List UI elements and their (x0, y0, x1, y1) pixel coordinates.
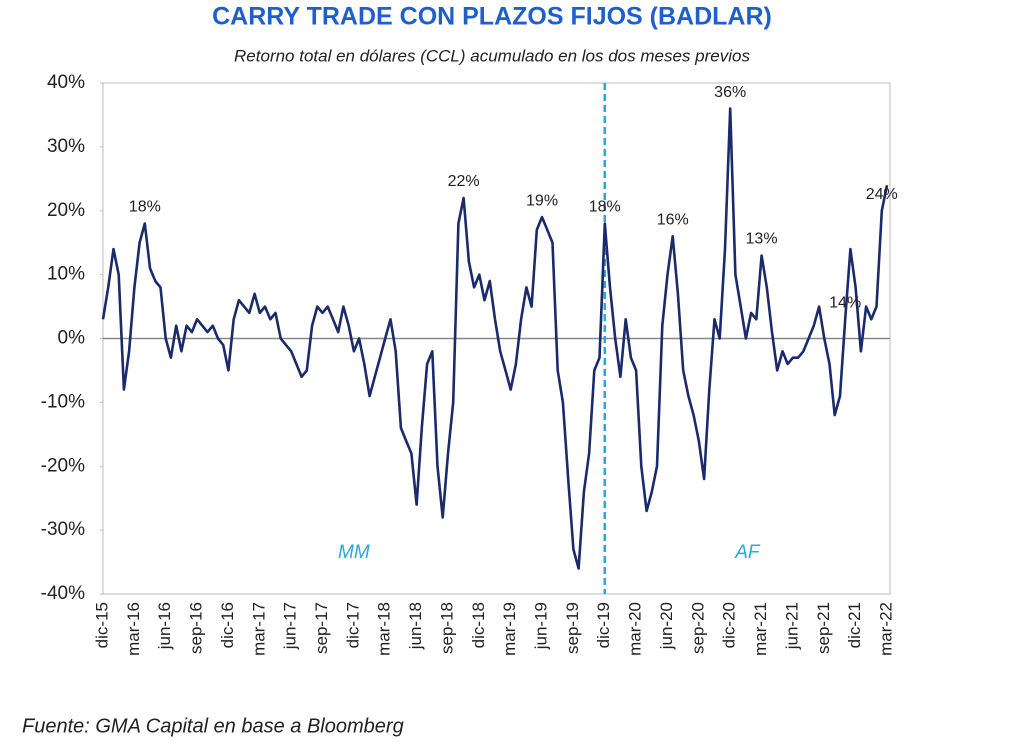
source-note: Fuente: GMA Capital en base a Bloomberg (22, 715, 404, 737)
data-label: 36% (714, 84, 746, 101)
y-tick-label: 10% (47, 264, 85, 285)
x-tick-label: mar-16 (124, 602, 143, 656)
region-label: AF (734, 542, 761, 563)
chart-title: CARRY TRADE CON PLAZOS FIJOS (BADLAR) (212, 3, 772, 31)
data-label: 16% (657, 212, 689, 229)
x-tick-label: mar-18 (375, 602, 394, 656)
y-tick-label: -40% (41, 583, 85, 604)
data-label: 14% (829, 295, 861, 312)
x-tick-label: jun-19 (532, 602, 551, 650)
x-tick-label: dic-19 (594, 602, 613, 648)
chart-subtitle: Retorno total en dólares (CCL) acumulado… (234, 46, 750, 65)
data-label: 13% (746, 231, 778, 248)
x-tick-label: mar-21 (751, 602, 770, 656)
x-tick-label: dic-18 (469, 602, 488, 648)
x-tick-label: sep-17 (312, 602, 331, 654)
x-tick-label: jun-18 (406, 602, 425, 650)
x-tick-label: sep-20 (688, 602, 707, 654)
x-tick-label: sep-18 (437, 602, 456, 654)
x-tick-label: dic-20 (720, 602, 739, 648)
data-label: 24% (866, 186, 898, 203)
y-tick-label: 30% (47, 136, 85, 157)
data-label: 18% (589, 199, 621, 216)
x-tick-label: jun-21 (782, 602, 801, 650)
x-tick-label: dic-17 (343, 602, 362, 648)
y-tick-label: -20% (41, 455, 85, 476)
data-label: 18% (129, 199, 161, 216)
y-tick-label: -30% (41, 519, 85, 540)
data-label: 22% (448, 173, 480, 190)
x-tick-label: mar-20 (626, 602, 645, 656)
x-tick-label: dic-16 (218, 602, 237, 648)
x-tick-label: sep-21 (814, 602, 833, 654)
y-tick-label: 20% (47, 200, 85, 221)
y-tick-label: -10% (41, 391, 85, 412)
x-tick-label: mar-22 (876, 602, 895, 656)
y-tick-label: 0% (58, 328, 86, 349)
x-tick-label: mar-19 (500, 602, 519, 656)
x-tick-label: mar-17 (249, 602, 268, 656)
y-tick-label: 40% (47, 72, 85, 93)
x-tick-label: dic-15 (92, 602, 111, 648)
x-tick-label: sep-16 (187, 602, 206, 654)
data-label: 19% (526, 192, 558, 209)
x-tick-label: jun-17 (281, 602, 300, 650)
x-tick-label: jun-16 (155, 602, 174, 650)
data-line (101, 107, 889, 570)
region-label: MM (338, 542, 370, 563)
x-tick-label: dic-21 (845, 602, 864, 648)
x-tick-label: sep-19 (563, 602, 582, 654)
x-tick-label: jun-20 (657, 602, 676, 650)
